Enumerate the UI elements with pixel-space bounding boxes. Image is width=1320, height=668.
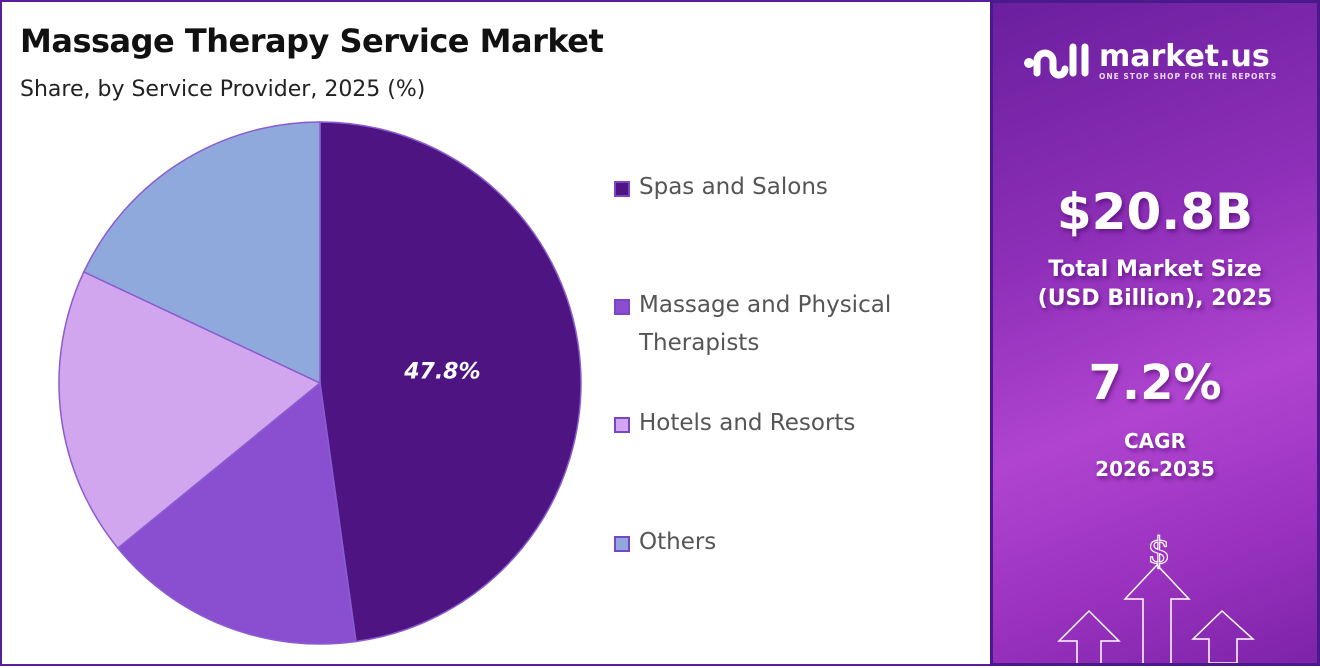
dollar-icon: $ [1148,531,1171,572]
legend-item: Spas and Salons [614,174,944,206]
cagr-period: 2026-2035 [1095,457,1215,481]
logo: market.us ONE STOP SHOP FOR THE REPORTS [1023,39,1277,83]
logo-tagline: ONE STOP SHOP FOR THE REPORTS [1099,71,1278,81]
chart-title: Massage Therapy Service Market [20,22,604,60]
legend-swatch [614,536,630,552]
legend-label: Spas and Salons [639,174,828,200]
chart-area: Massage Therapy Service Market Share, by… [0,0,990,666]
logo-name: market.us [1099,38,1270,74]
cagr-label-text: CAGR [1124,429,1186,453]
pie-slice-massage-and-physical-therapists [116,381,357,645]
summary-panel: market.us ONE STOP SHOP FOR THE REPORTS … [990,0,1320,666]
legend-swatch [614,299,630,315]
legend-item: Massage and Physical Therapists [614,292,944,362]
market-size-value: $20.8B [1056,183,1254,241]
legend-swatch [614,417,630,433]
data-label: 47.8% [403,360,480,385]
growth-arrows-icon: $ [1057,530,1255,663]
pie-slice-others [82,121,321,385]
legend-label: Others [639,529,717,555]
market-size-label-line1: Total Market Size [1048,257,1262,282]
pie-slice-hotels-and-resorts [58,270,322,550]
legend-label: Massage and Physical Therapists [639,292,892,356]
legend-item: Others [614,529,944,561]
legend-swatch [614,181,630,197]
market-us-logo-icon [1024,43,1089,79]
cagr-value: 7.2% [1088,355,1222,411]
market-size-label-line2: (USD Billion), 2025 [1037,286,1273,311]
legend-item: Hotels and Resorts [614,410,944,442]
legend-label: Hotels and Resorts [639,410,856,436]
cagr-label: CAGR 2026-2035 [993,427,1317,483]
market-size-label: Total Market Size (USD Billion), 2025 [993,255,1317,313]
pie-slice-spas-and-salons [319,121,582,643]
chart-subtitle: Share, by Service Provider, 2025 (%) [20,77,426,102]
pie-chart: 47.8% [58,121,582,645]
